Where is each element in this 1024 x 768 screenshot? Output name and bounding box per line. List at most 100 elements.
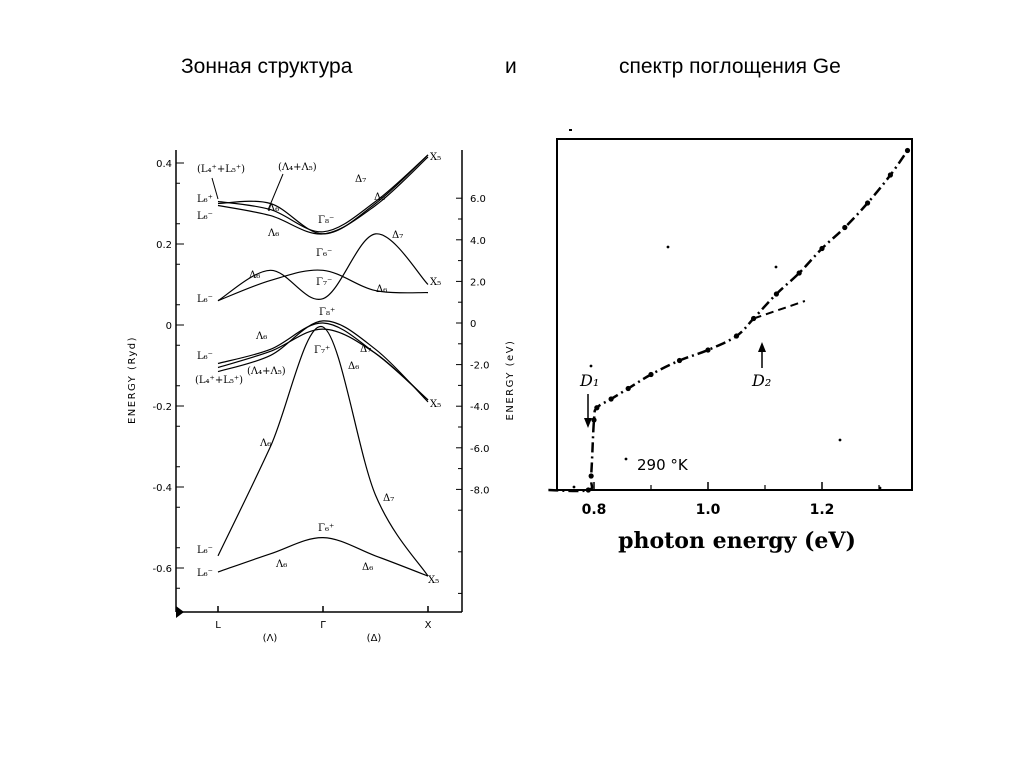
band-label: L₆⁺ xyxy=(197,194,213,205)
band-label: Λ₆ xyxy=(267,228,279,239)
band-label: X₅ xyxy=(428,575,439,586)
left-tick-label: 0.2 xyxy=(156,240,172,251)
scan-speck xyxy=(624,457,628,461)
data-point xyxy=(625,385,631,392)
scan-speck xyxy=(838,438,842,442)
scan-speck xyxy=(572,485,576,489)
data-point xyxy=(842,224,848,231)
right-tick-label: -6.0 xyxy=(470,444,490,455)
data-point xyxy=(887,172,894,178)
left-tick-label: 0 xyxy=(166,321,172,332)
band-label: Δ₆ xyxy=(348,361,359,372)
right-tick-label: -2.0 xyxy=(470,361,490,372)
band-label: (Λ₄+Λ₅) xyxy=(247,366,286,377)
band-label: Γ₆⁺ xyxy=(318,523,334,534)
annotation-d2: D₂ xyxy=(751,371,771,390)
band-label: Δ₇ xyxy=(383,493,394,504)
band-label: Γ₈⁻ xyxy=(318,215,334,226)
band-label: L₆⁻ xyxy=(197,351,213,362)
band-label: (L₄⁺+L₅⁺) xyxy=(195,375,243,386)
left-tick-label: -0.6 xyxy=(152,564,172,575)
band-label: Γ₇⁻ xyxy=(316,277,332,288)
slide-title-right: спектр поглощения Ge xyxy=(619,55,841,78)
data-point xyxy=(648,371,654,378)
band-label: Λ₆ xyxy=(259,438,271,449)
left-axis-title: ENERGY (Ryd) xyxy=(127,336,138,424)
right-tick-label: 6.0 xyxy=(470,194,486,205)
band-label: Λ₆ xyxy=(275,559,287,570)
band-label: L₆⁻ xyxy=(197,211,213,222)
band-curve xyxy=(217,326,429,577)
scan-speck xyxy=(878,486,882,490)
right-tick-label: -8.0 xyxy=(470,485,490,496)
right-tick-label: 4.0 xyxy=(470,236,486,247)
band-label: Γ₇⁺ xyxy=(314,345,330,356)
band-curve xyxy=(217,154,429,233)
data-point xyxy=(773,291,780,297)
data-point xyxy=(705,347,711,353)
data-point xyxy=(819,245,825,252)
band-label: Δ₆ xyxy=(374,192,385,203)
right-tick-label: -4.0 xyxy=(470,402,490,413)
x-tick-label: 1.2 xyxy=(810,502,835,518)
band-curve xyxy=(217,322,429,401)
band-label: X₅ xyxy=(430,277,441,288)
band-curve xyxy=(217,320,429,403)
extrapolation-line xyxy=(753,300,806,320)
absorption-curve xyxy=(548,149,909,493)
band-label: (L₄⁺+L₅⁺) xyxy=(197,164,245,175)
band-label: Δ₇ xyxy=(355,174,366,185)
band-label: Λ₆ xyxy=(248,270,260,281)
x-sub-label: (Λ) xyxy=(263,633,278,644)
x-axis-title: photon energy (eV) xyxy=(618,528,856,554)
band-label: L₆⁻ xyxy=(197,568,213,579)
data-point xyxy=(796,270,802,276)
left-tick-label: -0.2 xyxy=(152,402,172,413)
arrow-d1-head xyxy=(584,418,592,428)
scan-speck xyxy=(666,245,670,249)
band-label: Δ₇ xyxy=(392,230,403,241)
band-curve xyxy=(217,536,429,577)
data-point xyxy=(733,333,740,339)
band-label: L₆⁻ xyxy=(197,294,213,305)
right-tick-label: 2.0 xyxy=(470,277,486,288)
left-tick-label: 0.4 xyxy=(156,159,172,170)
band-label: Λ₆ xyxy=(267,203,279,214)
band-label: Γ₆⁻ xyxy=(316,248,332,259)
label-pointer xyxy=(211,177,219,200)
data-point xyxy=(608,396,614,402)
data-point xyxy=(676,357,683,364)
band-label: L₆⁻ xyxy=(197,545,213,556)
plot-frame xyxy=(556,138,913,491)
axis-corner-arrow xyxy=(176,606,184,618)
slide-title-conjunction: и xyxy=(505,55,517,78)
data-point xyxy=(591,417,597,423)
arrow-d2-head xyxy=(758,342,766,352)
label-pointer xyxy=(267,173,284,211)
slide-title-left: Зонная структура xyxy=(181,55,353,78)
band-label: Γ₈⁺ xyxy=(319,307,335,318)
band-label: Λ₆ xyxy=(255,331,267,342)
band-label: Δ₆ xyxy=(376,284,387,295)
band-label: Δ₇ xyxy=(360,344,371,355)
data-point xyxy=(865,200,871,206)
scan-speck xyxy=(569,129,572,131)
annotation-temperature: 290 °K xyxy=(637,456,689,474)
left-tick-label: -0.4 xyxy=(152,483,172,494)
scan-speck xyxy=(774,265,778,269)
data-point xyxy=(585,487,591,493)
right-tick-label: 0 xyxy=(470,319,476,330)
band-label: X₅ xyxy=(430,152,441,163)
band-label: X₅ xyxy=(430,399,441,410)
band-curve xyxy=(217,269,429,302)
data-point xyxy=(904,147,911,154)
x-tick-label: L xyxy=(215,620,221,631)
data-point xyxy=(594,405,600,411)
x-tick-label: X xyxy=(425,620,432,631)
annotation-d1: D₁ xyxy=(579,371,599,390)
data-point xyxy=(588,473,594,479)
band-curve xyxy=(217,233,429,302)
